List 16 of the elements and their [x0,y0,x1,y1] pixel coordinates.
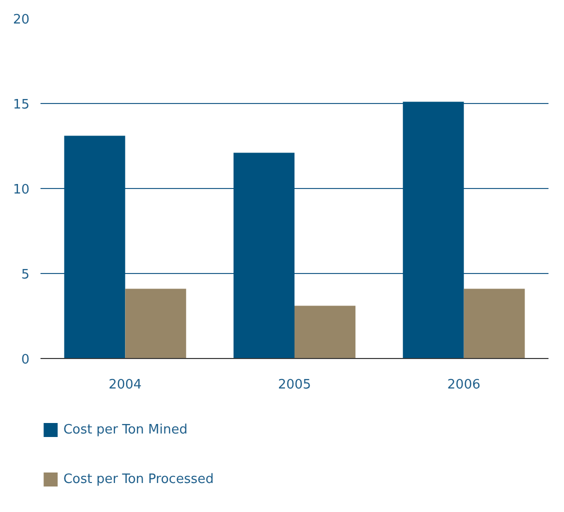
x-tick-label: 2004 [108,378,142,392]
bar [234,152,294,358]
bar [402,102,464,358]
bar [294,306,356,358]
bar [464,288,525,358]
legend-label: Cost per Ton Processed [63,472,214,487]
bar [64,136,126,358]
y-tick-label: 5 [21,268,30,282]
x-tick-label: 2005 [278,378,312,392]
y-tick-label: 0 [21,352,30,368]
legend-label: Cost per Ton Mined [63,422,188,438]
y-tick-label: 15 [12,98,30,112]
y-tick-label: 20 [12,12,30,28]
y-tick-label: 10 [12,182,30,198]
x-tick-label: 2006 [447,378,480,392]
bar [125,288,186,358]
